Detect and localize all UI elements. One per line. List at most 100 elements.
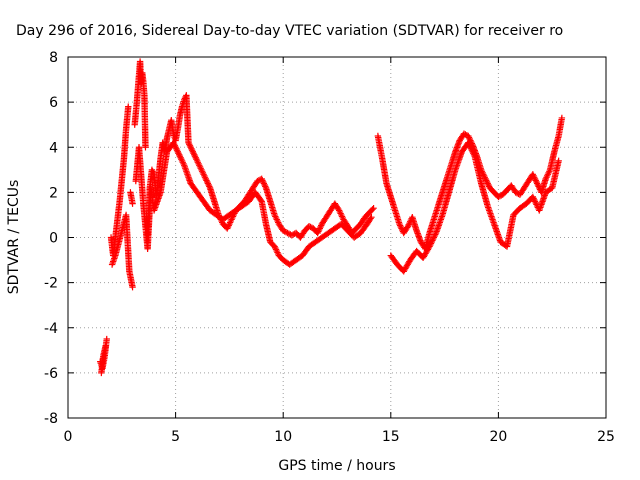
data-point [466, 142, 473, 149]
data-point [187, 144, 194, 151]
data-point [170, 139, 177, 146]
data-point [533, 180, 541, 187]
y-tick-label: 2 [49, 185, 58, 201]
data-point [150, 169, 157, 177]
data-point [186, 141, 193, 148]
data-point [429, 237, 436, 244]
data-point [512, 189, 519, 196]
data-point [191, 153, 199, 160]
data-point [176, 153, 184, 160]
data-point [192, 154, 199, 161]
grid-layer [68, 57, 606, 418]
data-point [427, 241, 434, 249]
data-point [534, 181, 542, 189]
x-tick-label: 25 [597, 429, 615, 445]
data-point [103, 335, 110, 343]
data-point [288, 232, 296, 239]
x-axis-label: GPS time / hours [278, 458, 395, 474]
data-point [254, 177, 261, 185]
data-point [485, 181, 492, 189]
data-point [305, 223, 313, 230]
data-point [142, 144, 149, 151]
data-point [171, 142, 179, 149]
data-point [281, 228, 288, 235]
data-point [206, 183, 213, 190]
data-point [259, 178, 267, 186]
data-point [188, 147, 196, 154]
data-point [190, 150, 197, 157]
data-point [203, 178, 211, 186]
data-point [228, 216, 235, 223]
data-point [260, 180, 268, 187]
data-point [427, 240, 435, 247]
data-point [172, 144, 179, 151]
data-point [180, 160, 187, 167]
data-point [465, 132, 472, 140]
data-point [532, 199, 539, 207]
data-point [314, 229, 321, 237]
x-tick-label: 20 [489, 429, 507, 445]
data-point [224, 223, 232, 231]
data-point [467, 144, 474, 151]
data-point [479, 169, 486, 177]
data-point [543, 172, 551, 180]
data-point [337, 210, 344, 217]
data-point [533, 178, 540, 186]
y-tick-label: 4 [49, 140, 58, 156]
data-point [496, 192, 504, 200]
data-point [204, 180, 212, 187]
data-point [202, 175, 209, 183]
data-point [179, 159, 186, 166]
data-point [271, 243, 278, 250]
data-point [315, 228, 322, 235]
tick-layer: 0 5 10 15 20 25 -8 -6 -4 -2 0 2 4 6 8 [44, 50, 615, 445]
data-point [396, 220, 403, 228]
data-point [201, 174, 209, 181]
data-point [194, 159, 202, 166]
data-point [274, 217, 281, 225]
data-point [186, 142, 194, 149]
data-point [193, 157, 201, 164]
data-point [175, 150, 182, 157]
data-point [469, 148, 476, 155]
data-point [273, 247, 280, 255]
data-point [404, 223, 412, 230]
data-point [370, 204, 377, 212]
data-point [280, 227, 287, 234]
data-point [317, 223, 324, 231]
data-point [484, 180, 491, 187]
data-point [555, 157, 562, 164]
y-tick-label: 6 [49, 95, 58, 111]
data-point [195, 160, 202, 167]
chart-title: Day 296 of 2016, Sidereal Day-to-day VTE… [16, 23, 563, 39]
series-2 [98, 139, 562, 377]
data-point [273, 216, 280, 223]
data-point [396, 222, 404, 229]
data-point [529, 193, 537, 201]
y-tick-label: -8 [44, 411, 58, 427]
data-point [226, 220, 233, 228]
data-point [531, 196, 538, 204]
data-point [196, 162, 203, 169]
data-point [199, 169, 207, 177]
data-point [125, 103, 132, 110]
data-point [225, 222, 232, 229]
data-point [542, 175, 549, 183]
data-point [531, 198, 539, 205]
data-point [274, 249, 281, 256]
data-point [174, 148, 181, 155]
data-point [203, 177, 210, 184]
data-point [178, 156, 185, 163]
data-point [483, 177, 490, 184]
data-point [193, 156, 200, 163]
data-point [558, 114, 566, 122]
data-point [368, 213, 375, 221]
data-point [129, 283, 136, 291]
data-point [432, 231, 439, 238]
data-point [226, 219, 234, 226]
x-tick-label: 10 [274, 429, 292, 445]
data-point [470, 151, 478, 158]
data-point [191, 151, 198, 158]
y-tick-label: -4 [44, 321, 58, 337]
